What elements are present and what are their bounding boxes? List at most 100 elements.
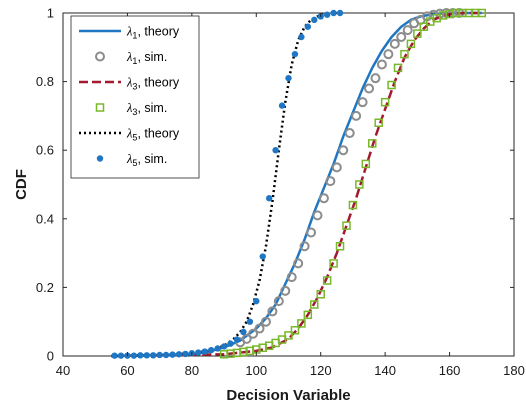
series-3 [219,8,487,359]
legend-entry: λ1, theory [79,25,180,41]
data-point [130,352,138,359]
data-point [162,351,170,359]
plot-area: 40 60 80 100 120 140 160 180 0 0.2 0.4 0.6 0.8 1 [36,6,525,379]
series-5 [111,9,344,359]
data-point [284,331,293,340]
y-tick-label: 0.4 [36,211,54,226]
data-point [175,351,183,358]
data-point [402,25,413,36]
data-point [297,319,306,328]
legend-label: λ3, sim. [126,101,167,117]
x-tick-label: 180 [503,363,525,378]
legend-marker-swatch [95,51,105,62]
legend-subscript: 1 [132,56,137,66]
data-point [298,33,305,41]
legend-marker-swatch [95,103,105,112]
legend-symbol: λ [126,152,133,166]
data-point [387,80,396,90]
data-point [323,11,331,18]
data-point [286,272,297,283]
data-point [248,328,259,339]
data-point [357,97,368,108]
x-tick-label: 120 [310,363,332,378]
data-point [169,351,176,358]
legend-suffix: , theory [137,127,179,141]
data-point [380,97,390,107]
data-point [273,296,284,307]
data-point [214,345,221,352]
data-point [278,102,286,109]
legend-entry: λ5, sim. [96,152,167,168]
legend-suffix: , theory [137,76,179,90]
legend-label: λ1, sim. [126,50,167,66]
data-point [389,38,400,49]
data-point [201,348,208,355]
data-point [253,297,260,305]
data-point [233,336,241,343]
legend-subscript: 5 [132,133,137,143]
data-point [344,128,355,139]
data-point [280,285,291,296]
x-tick-label: 160 [439,363,461,378]
data-point [355,180,364,189]
legend-label: λ5, theory [126,127,180,143]
x-tick-label: 100 [245,363,267,378]
y-axis-ticks: 0 0.2 0.4 0.6 0.8 1 [36,6,514,364]
data-point [306,227,317,238]
data-point [267,306,278,317]
legend-subscript: 1 [132,31,137,41]
data-point [310,300,319,309]
legend-symbol: λ [126,101,133,115]
data-point [290,326,300,335]
data-point [156,351,163,359]
data-point [330,9,337,17]
data-point [260,316,271,327]
data-point [325,176,336,187]
data-point [477,8,487,18]
data-point [150,352,157,359]
data-point [364,83,375,94]
data-point [285,74,292,82]
data-point [312,210,323,221]
y-tick-label: 1 [47,6,54,21]
x-tick-label: 60 [120,363,134,378]
data-point [342,221,351,230]
legend-label: λ3, theory [126,76,180,92]
data-point [419,22,429,31]
data-point [299,241,310,252]
data-point [370,73,381,84]
y-tick-label: 0.8 [36,74,54,89]
data-point [143,352,150,359]
data-point [374,118,383,128]
data-point [338,145,349,156]
x-tick-label: 140 [374,363,396,378]
x-axis-label: Decision Variable [226,387,350,404]
data-point [311,16,318,24]
data-point [316,290,325,299]
data-point [351,110,362,121]
series-layer [111,8,487,359]
legend-symbol: λ [126,25,133,39]
y-tick-label: 0.6 [36,143,54,158]
legend-suffix: , sim. [137,101,167,115]
x-tick-label: 80 [185,363,199,378]
data-point [291,50,299,58]
legend-marker-swatch [96,155,104,162]
data-point [241,333,252,344]
legend-box [70,15,200,179]
data-point [413,29,422,38]
data-point [207,346,215,354]
legend-symbol: λ [126,76,133,90]
data-point [272,147,279,154]
y-axis-label: CDF [13,169,30,200]
data-point [383,49,394,60]
data-point [254,323,265,334]
data-point [182,350,189,358]
x-tick-label: 40 [56,363,70,378]
data-point [303,310,313,320]
data-point [396,32,407,43]
data-point [117,352,125,359]
data-point [406,39,416,49]
